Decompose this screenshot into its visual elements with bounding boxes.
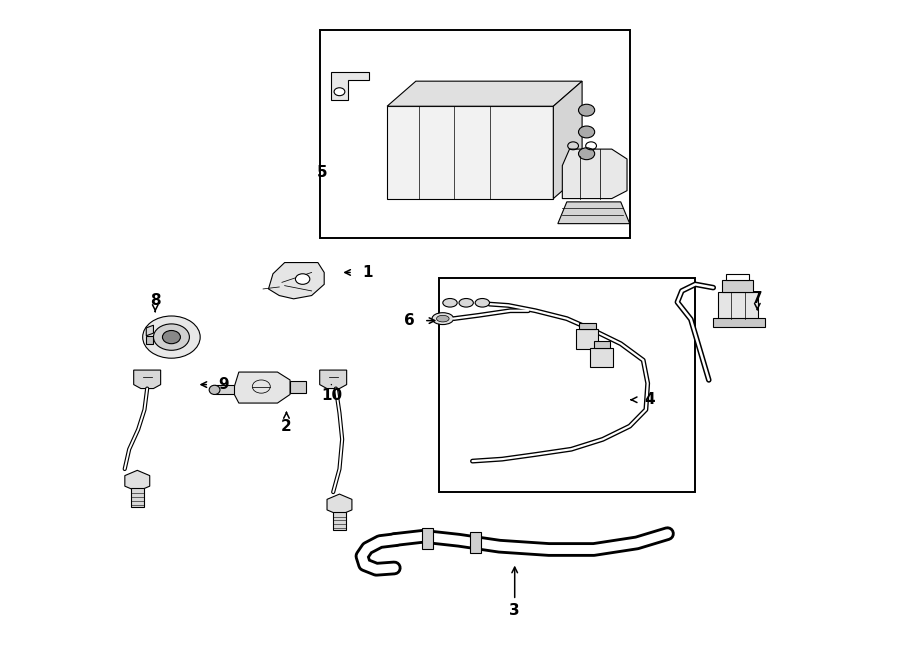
Bar [594, 341, 610, 348]
Ellipse shape [209, 385, 220, 395]
Circle shape [295, 274, 310, 284]
Circle shape [579, 148, 595, 160]
Bar [131, 488, 144, 506]
Bar [590, 348, 613, 368]
Ellipse shape [436, 315, 449, 322]
Text: 1: 1 [362, 265, 373, 280]
Text: 6: 6 [404, 313, 415, 328]
Circle shape [334, 88, 345, 96]
Polygon shape [331, 72, 369, 100]
Bar [576, 329, 598, 349]
Bar [580, 323, 596, 329]
Bar [320, 30, 630, 238]
Polygon shape [387, 81, 582, 106]
Text: 7: 7 [752, 292, 762, 306]
Circle shape [154, 324, 189, 350]
Polygon shape [290, 381, 306, 393]
Polygon shape [147, 336, 154, 344]
Bar [387, 106, 554, 198]
Ellipse shape [443, 299, 457, 307]
Polygon shape [327, 494, 352, 515]
Polygon shape [125, 471, 149, 491]
Circle shape [579, 104, 595, 116]
Bar [470, 532, 481, 553]
Circle shape [579, 126, 595, 138]
Bar [718, 292, 758, 319]
Polygon shape [320, 370, 346, 389]
Circle shape [143, 316, 200, 358]
Text: 5: 5 [317, 165, 328, 180]
Text: 3: 3 [509, 603, 520, 618]
Ellipse shape [432, 313, 454, 325]
Polygon shape [268, 262, 324, 299]
Bar [726, 274, 749, 280]
Polygon shape [134, 370, 160, 389]
Ellipse shape [459, 299, 473, 307]
Polygon shape [234, 372, 290, 403]
Polygon shape [554, 81, 582, 198]
Bar [714, 318, 765, 327]
Ellipse shape [475, 299, 490, 307]
Bar [422, 527, 433, 549]
Text: 8: 8 [150, 293, 160, 308]
Bar [439, 278, 696, 492]
Polygon shape [558, 202, 630, 223]
Text: 10: 10 [320, 387, 342, 403]
Text: 9: 9 [218, 377, 229, 392]
Text: 4: 4 [644, 392, 655, 407]
Text: 2: 2 [281, 418, 292, 434]
Polygon shape [562, 149, 627, 198]
Polygon shape [147, 325, 154, 336]
Bar [214, 385, 234, 395]
Bar [723, 280, 752, 292]
Circle shape [162, 330, 180, 344]
Bar [333, 512, 346, 530]
